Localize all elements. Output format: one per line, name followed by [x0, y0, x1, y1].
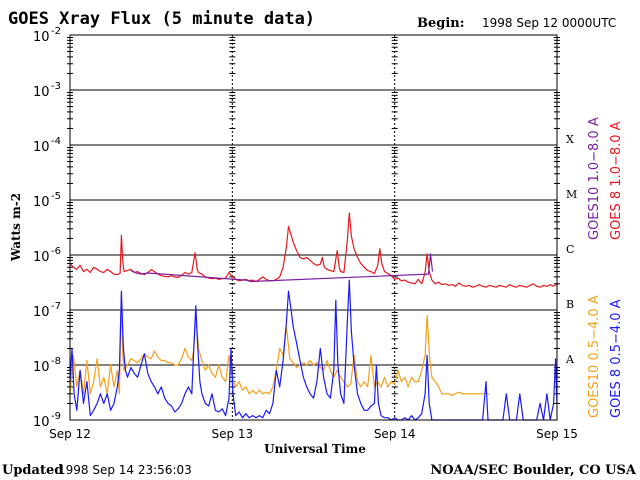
legend: GOES10 1.0−8.0 A GOES 8 1.0−8.0 A GOES10 0… — [587, 117, 624, 418]
y-tick-label: 10 -5 — [33, 191, 61, 210]
chart-title: GOES Xray Flux (5 minute data) — [8, 9, 315, 29]
x-axis-label: Universal Time — [264, 442, 366, 456]
plot-frame — [69, 34, 558, 421]
y-tick-label: 10 -9 — [33, 411, 61, 430]
flare-class-labels: X M C B A — [565, 133, 577, 366]
series-lines — [69, 212, 558, 421]
y-tick-label: 10 -7 — [33, 301, 61, 320]
y-tick-exponent: -3 — [51, 81, 61, 92]
flare-class-label: X — [566, 133, 574, 146]
legend-entry: GOES10 0.5−4.0 A — [587, 295, 602, 418]
updated-value: 1998 Sep 14 23:56:03 — [58, 463, 192, 477]
y-tick-exponent: -2 — [51, 26, 61, 37]
legend-entry: GOES10 1.0−8.0 A — [587, 117, 602, 240]
begin-label: Begin: — [417, 16, 465, 31]
y-tick-label: 10 -6 — [33, 246, 61, 265]
credit-text: NOAA/SEC Boulder, CO USA — [430, 463, 637, 478]
updated-label: Updated — [2, 463, 63, 478]
y-tick-exponent: -4 — [51, 136, 61, 147]
y-tick-label: 10 -2 — [33, 26, 61, 45]
y-axis-label: Watts m-2 — [9, 193, 23, 262]
legend-entry: GOES 8 1.0−8.0 A — [609, 121, 624, 240]
y-tick-exponent: -6 — [51, 246, 61, 257]
x-tick-label: Sep 13 — [211, 427, 253, 441]
y-tick-exponent: -9 — [51, 411, 61, 422]
y-tick-base: 10 — [33, 195, 50, 210]
x-tick-label: Sep 15 — [536, 427, 578, 441]
series-line-0 — [69, 212, 558, 288]
y-tick-base: 10 — [33, 250, 50, 265]
begin-value: 1998 Sep 12 0000UTC — [482, 16, 616, 30]
x-tick-label: Sep 14 — [374, 427, 416, 441]
y-tick-base: 10 — [33, 30, 50, 45]
flare-class-label: C — [566, 243, 574, 256]
y-tick-base: 10 — [33, 305, 50, 320]
x-tick-label: Sep 12 — [49, 427, 91, 441]
y-tick-base: 10 — [33, 415, 50, 430]
y-tick-label: 10 -4 — [33, 136, 61, 155]
y-tick-label: 10 -8 — [33, 356, 61, 375]
legend-entry: GOES 8 0.5−4.0 A — [609, 299, 624, 418]
flare-class-label: B — [566, 298, 574, 311]
y-tick-base: 10 — [33, 140, 50, 155]
y-tick-exponent: -5 — [51, 191, 61, 202]
x-tick-labels: Sep 12 Sep 13 Sep 14 Sep 15 — [49, 427, 578, 441]
series-line-2 — [69, 292, 490, 396]
series-line-3 — [69, 279, 558, 421]
flare-class-label: A — [565, 353, 575, 366]
plot-grid — [67, 34, 560, 421]
series-line-1 — [130, 253, 434, 283]
y-tick-labels: 10-210-310-410-510-610-710-810-9 — [33, 26, 61, 430]
y-tick-exponent: -8 — [51, 356, 61, 367]
y-tick-exponent: -7 — [51, 301, 61, 312]
y-tick-base: 10 — [33, 85, 50, 100]
flare-class-label: M — [566, 188, 577, 201]
y-tick-base: 10 — [33, 360, 50, 375]
y-tick-label: 10 -3 — [33, 81, 61, 100]
